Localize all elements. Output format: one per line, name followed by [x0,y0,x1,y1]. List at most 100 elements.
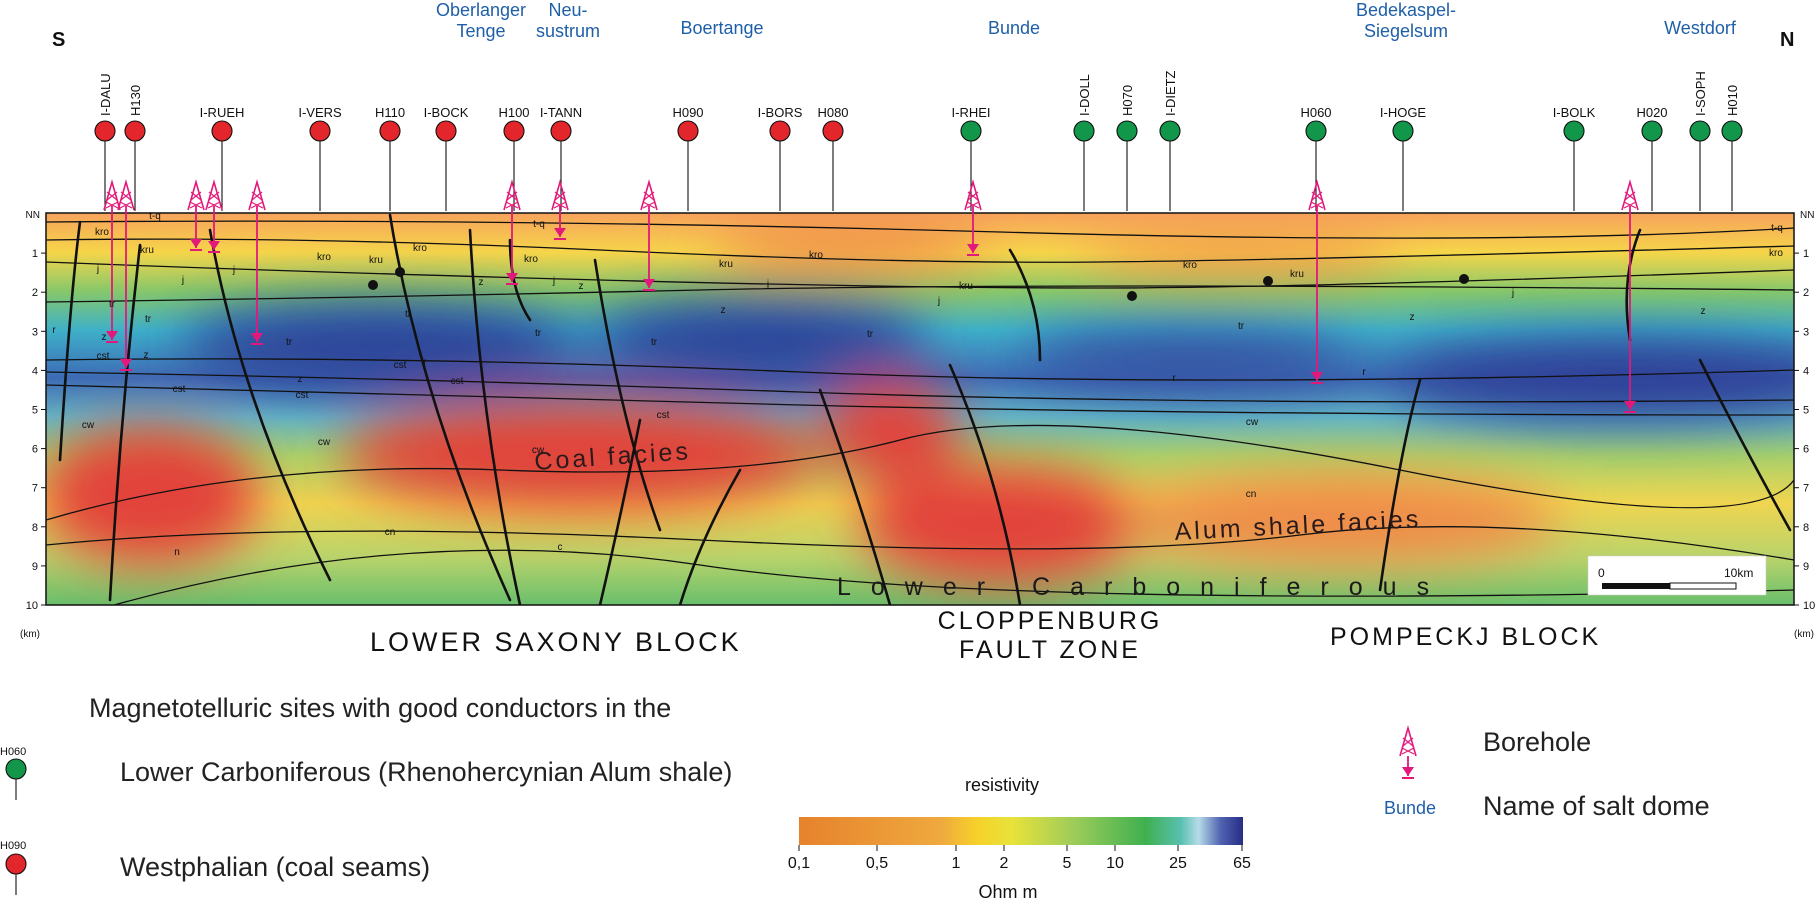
depth-tick-label: 4 [32,365,38,377]
borehole [187,179,205,251]
mt-site: I-DOLL [1073,74,1095,211]
site-label: I-RHEI [952,105,991,120]
site-marker [379,120,401,142]
unit-label: tr [651,337,658,348]
mt-site: H110 [375,105,405,211]
depth-tick-label: 8 [1803,522,1809,534]
conductive-body [1080,237,1400,273]
unit-label: tr [109,299,116,310]
site-label: I-HOGE [1380,105,1427,120]
site-label: I-DALU [98,73,113,116]
unit-label: t-q [1771,223,1783,234]
horizon-line [46,371,1794,403]
depth-axes: NN NN 1 1 2 2 3 3 4 4 5 5 6 6 7 7 8 8 9 9 10 10 (km) (km) [20,210,1815,640]
unit-label: j [552,276,555,287]
unit-label: cw [318,437,331,448]
colorbar-unit: Ohm m [978,882,1037,900]
site-marker [503,120,525,142]
depth-tick-label: 6 [32,444,38,456]
depth-tick-label: 3 [1803,326,1809,338]
north-label: N [1780,29,1794,51]
legend-westphalian-symbol: H090 [0,840,27,895]
mt-site: H100 [498,105,530,211]
lower-saxony-block-label: LOWER SAXONY BLOCK [370,627,742,657]
legend-borehole-text: Borehole [1483,727,1592,757]
unit-label: r [52,325,56,336]
site-label: H020 [1636,105,1667,120]
legend-heading: Magnetotelluric sites with good conducto… [89,693,672,723]
depth-tick-label: 9 [1803,561,1809,573]
fault-line [108,243,142,602]
unit-label: z [1701,306,1706,317]
colorbar-tick-label: 1 [952,855,961,872]
unit-label: cst [173,384,186,395]
scale-bar: 0 10km [1587,555,1767,596]
unit-label: j [181,275,184,286]
unit-label: c [558,542,563,553]
legend-salt-dome-text: Name of salt dome [1483,791,1710,821]
fault-line [208,228,332,582]
mt-site: I-BORS [758,105,803,211]
unit-label: r [1172,373,1176,384]
mt-site: H070 [1116,85,1138,211]
colorbar-tick-label: 5 [1063,855,1072,872]
unit-label: tr [1238,321,1245,332]
site-marker [1159,120,1181,142]
legend-lower-carb-site-label: H060 [0,746,26,758]
unit-label: n [174,547,180,558]
site-marker [1689,120,1711,142]
legend-lower-carb-symbol: H060 [0,746,27,800]
unit-label: cn [385,527,396,538]
site-marker [1721,120,1743,142]
lower-carboniferous-label: Lower Carboniferous [837,573,1449,601]
fault-line [1378,378,1422,592]
unit-label: cst [451,376,464,387]
site-marker [124,120,146,142]
cloppenburg-label-line-1: CLOPPENBURG [938,607,1163,635]
unit-label: kru [719,259,733,270]
depth-axis-unit: (km) [1794,629,1814,640]
borehole [248,179,266,345]
site-label: H100 [498,105,529,120]
scale-bar-end: 10km [1724,566,1753,580]
fault-line [58,220,82,462]
unit-label: kro [809,250,823,261]
unit-label: tr [286,337,293,348]
unit-label: j [96,264,99,275]
site-label: H130 [128,85,143,116]
unit-label: z [721,305,726,316]
unit-label: cw [532,445,545,456]
legend-westphalian-site-label: H090 [0,840,26,852]
site-label: I-BOCK [424,105,469,120]
fault-line [593,258,662,532]
mt-site: H020 [1636,105,1668,211]
boreholes [103,179,1639,413]
fault-line [1698,358,1792,532]
depth-tick-label: 9 [32,561,38,573]
unit-label: kro [95,227,109,238]
mt-site: H080 [817,105,849,211]
marker-dot [395,267,405,277]
site-marker [1305,120,1327,142]
site-marker [677,120,699,142]
unit-label: j [937,296,940,307]
salt-dome-label: Boertange [680,18,763,38]
mt-site: I-VERS [298,105,342,211]
resistive-body [590,300,930,380]
conductive-body [820,380,960,480]
unit-label: z [1410,312,1415,323]
site-label: I-VERS [298,105,342,120]
unit-label: j [1511,288,1514,299]
unit-label: kru [140,245,154,256]
depth-axis-top-label: NN [26,210,40,221]
cloppenburg-label-line-2: FAULT ZONE [959,636,1141,664]
unit-label: cw [82,420,95,431]
site-label: H090 [672,105,703,120]
borehole [1308,179,1326,384]
colorbar-tick-label: 2 [1000,855,1009,872]
depth-tick-label: 6 [1803,444,1809,456]
mt-site: H060 [1300,105,1332,211]
depth-tick-label: 1 [32,248,38,260]
